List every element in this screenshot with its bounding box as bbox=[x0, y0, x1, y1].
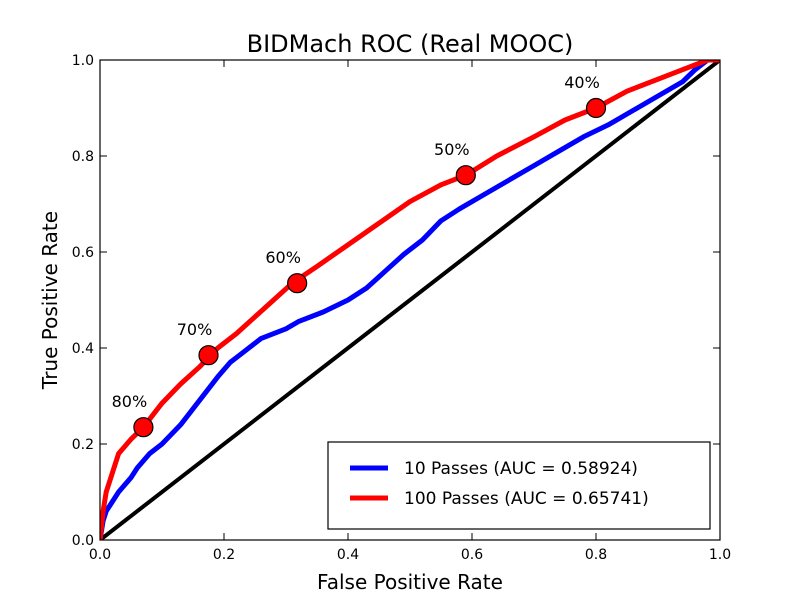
threshold-marker bbox=[133, 417, 154, 438]
y-tick-label: 1.0 bbox=[72, 53, 94, 69]
x-axis-label: False Positive Rate bbox=[317, 570, 503, 594]
threshold-label: 70% bbox=[177, 320, 213, 339]
x-tick-label: 0.2 bbox=[213, 547, 235, 563]
x-tick-label: 0.0 bbox=[89, 547, 111, 563]
plot-area: 80% 70% 60% 50% 40% 0.0 0.2 0.4 0.6 0.8 1.0 0.0 0.2 0… bbox=[72, 53, 731, 563]
y-tick-label: 0.2 bbox=[72, 437, 94, 453]
threshold-label: 50% bbox=[434, 140, 470, 159]
legend: 10 Passes (AUC = 0.58924) 100 Passes (AUC… bbox=[327, 441, 711, 530]
threshold-label: 80% bbox=[112, 392, 148, 411]
legend-entry: 10 Passes (AUC = 0.58924) bbox=[404, 459, 638, 479]
diagonal-reference-line bbox=[100, 60, 720, 540]
x-tick-label: 0.6 bbox=[461, 547, 483, 563]
y-tick-label: 0.0 bbox=[72, 533, 94, 549]
legend-box bbox=[327, 441, 711, 530]
threshold-marker bbox=[287, 273, 308, 294]
y-tick-label: 0.4 bbox=[72, 341, 94, 357]
series-line-10-passes bbox=[100, 60, 720, 540]
y-axis-label: True Positive Rate bbox=[38, 211, 62, 390]
legend-entry: 100 Passes (AUC = 0.65741) bbox=[404, 489, 649, 509]
threshold-marker bbox=[455, 165, 476, 186]
x-tick-label: 0.8 bbox=[585, 547, 607, 563]
chart-title: BIDMach ROC (Real MOOC) bbox=[247, 30, 574, 58]
threshold-label: 60% bbox=[265, 248, 301, 267]
threshold-label: 40% bbox=[564, 73, 600, 92]
y-tick-label: 0.8 bbox=[72, 149, 94, 165]
x-tick-label: 1.0 bbox=[709, 547, 731, 563]
threshold-marker bbox=[198, 345, 219, 366]
threshold-marker bbox=[585, 97, 607, 119]
axes-frame bbox=[99, 59, 721, 541]
y-tick-label: 0.6 bbox=[72, 245, 94, 261]
x-tick-label: 0.4 bbox=[337, 547, 359, 563]
